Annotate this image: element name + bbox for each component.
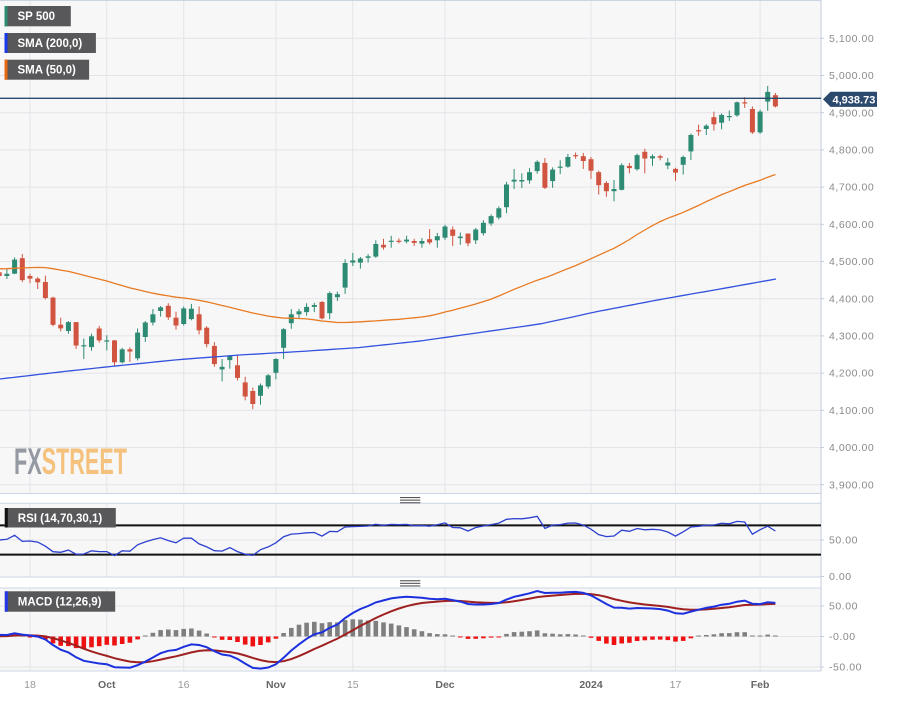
svg-text:-0.00: -0.00 — [829, 631, 856, 643]
svg-text:Dec: Dec — [435, 679, 454, 691]
svg-text:4,700.00: 4,700.00 — [829, 182, 874, 194]
svg-text:2024: 2024 — [579, 679, 603, 691]
svg-text:FXSTREET: FXSTREET — [14, 442, 127, 482]
svg-text:50.00: 50.00 — [829, 601, 858, 613]
svg-text:4,300.00: 4,300.00 — [829, 331, 874, 343]
svg-text:50.00: 50.00 — [829, 535, 858, 547]
svg-text:MACD (12,26,9): MACD (12,26,9) — [18, 597, 102, 609]
svg-text:Oct: Oct — [98, 679, 116, 691]
svg-text:5,000.00: 5,000.00 — [829, 70, 874, 82]
svg-text:16: 16 — [178, 679, 190, 691]
svg-text:SP 500: SP 500 — [18, 11, 56, 23]
svg-text:4,900.00: 4,900.00 — [829, 107, 874, 119]
svg-text:Feb: Feb — [751, 679, 770, 691]
svg-text:4,100.00: 4,100.00 — [829, 405, 874, 417]
svg-text:17: 17 — [670, 679, 682, 691]
svg-text:SMA (200,0): SMA (200,0) — [18, 38, 83, 50]
svg-text:3,900.00: 3,900.00 — [829, 479, 874, 491]
svg-text:Nov: Nov — [266, 679, 286, 691]
svg-text:18: 18 — [24, 679, 36, 691]
svg-text:4,600.00: 4,600.00 — [829, 219, 874, 231]
svg-text:5,100.00: 5,100.00 — [829, 33, 874, 45]
svg-text:4,000.00: 4,000.00 — [829, 442, 874, 454]
svg-text:-50.00: -50.00 — [829, 662, 862, 674]
svg-text:15: 15 — [347, 679, 359, 691]
svg-text:RSI (14,70,30,1): RSI (14,70,30,1) — [18, 513, 103, 525]
svg-text:4,200.00: 4,200.00 — [829, 368, 874, 380]
svg-text:4,938.73: 4,938.73 — [833, 94, 876, 106]
svg-text:4,800.00: 4,800.00 — [829, 145, 874, 157]
svg-text:4,500.00: 4,500.00 — [829, 256, 874, 268]
svg-text:0.00: 0.00 — [829, 571, 852, 583]
svg-text:SMA (50,0): SMA (50,0) — [18, 65, 77, 77]
svg-text:4,400.00: 4,400.00 — [829, 293, 874, 305]
